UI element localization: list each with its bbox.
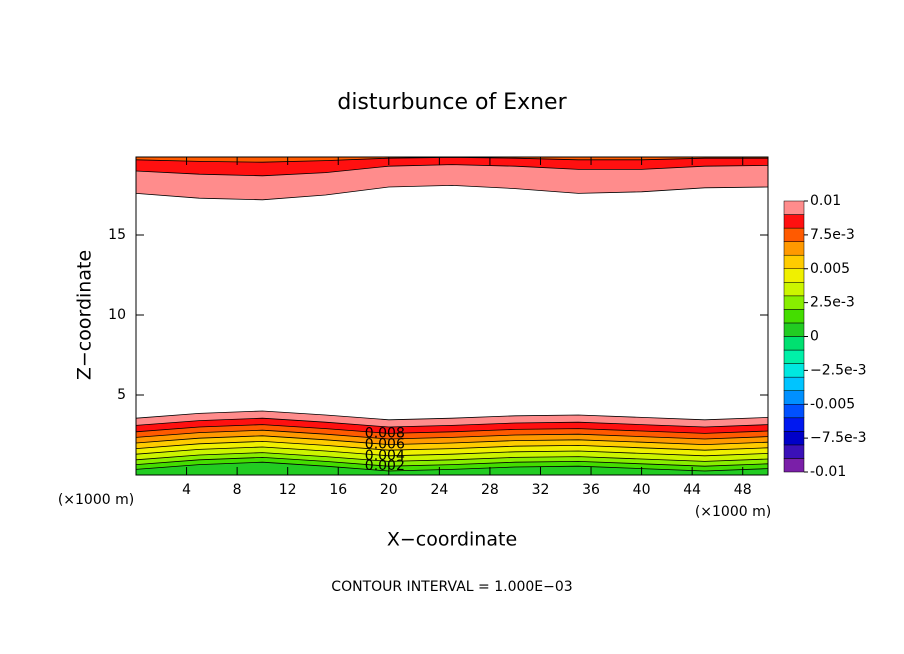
contour-label: 0.008 — [365, 425, 405, 441]
contour-line — [135, 446, 769, 457]
footnote: CONTOUR INTERVAL = 1.000E−03 — [331, 579, 572, 595]
y-tick-label: 5 — [117, 387, 126, 403]
x-tick-label: 36 — [582, 482, 600, 498]
contour-line — [135, 410, 769, 421]
colorbar-swatch — [783, 254, 805, 269]
chart-title: disturbunce of Exner — [337, 90, 567, 115]
colorbar-swatch — [783, 322, 805, 337]
contour-line — [135, 164, 769, 177]
colorbar-swatch — [783, 349, 805, 364]
colorbar-tick-label: −2.5e-3 — [810, 362, 867, 378]
x-axis-label: X−coordinate — [387, 529, 517, 551]
x-tick-label: 8 — [233, 482, 242, 498]
contour-line — [135, 435, 769, 446]
colorbar-swatch — [783, 200, 805, 215]
contour-line — [135, 184, 769, 201]
x-tick-label: 28 — [481, 482, 499, 498]
x-tick-label: 32 — [532, 482, 550, 498]
contour-band — [136, 452, 768, 467]
colorbar-tick-label: -0.01 — [810, 464, 846, 480]
colorbar-tick-label: 0.01 — [810, 193, 841, 209]
contour-label: 0.006 — [365, 437, 405, 453]
unit-label: (×1000 m) — [58, 492, 134, 508]
contour-line — [135, 417, 769, 428]
contour-line — [135, 456, 769, 467]
colorbar-swatch — [783, 390, 805, 405]
contour-line — [135, 424, 769, 434]
contour-band — [136, 164, 768, 200]
colorbar-swatch — [783, 241, 805, 256]
colorbar-swatch — [783, 227, 805, 242]
contour-label: 0.004 — [365, 448, 405, 464]
colorbar-swatch — [783, 376, 805, 391]
contour-line — [135, 440, 769, 451]
y-axis-label: Z−coordinate — [74, 250, 96, 380]
x-tick-label: 44 — [683, 482, 701, 498]
contour-line — [135, 461, 769, 472]
contour-line — [135, 452, 769, 462]
x-tick-label: 40 — [633, 482, 651, 498]
colorbar-swatch — [783, 431, 805, 446]
colorbar-swatch — [783, 268, 805, 283]
colorbar-swatch — [783, 444, 805, 459]
unit-label: (×1000 m) — [695, 504, 771, 520]
colorbar-swatch — [783, 363, 805, 378]
x-tick-label: 48 — [734, 482, 752, 498]
colorbar-swatch — [783, 282, 805, 297]
x-tick-label: 24 — [430, 482, 448, 498]
contour-label: 0.002 — [365, 458, 405, 474]
colorbar-tick-label: 0 — [810, 329, 819, 345]
x-tick-label: 20 — [380, 482, 398, 498]
contour-line — [135, 429, 769, 440]
plot-frame — [135, 156, 769, 476]
colorbar-tick-label: −7.5e-3 — [810, 430, 867, 446]
contour-band — [136, 157, 768, 176]
contour-band — [136, 457, 768, 471]
x-tick-label: 16 — [329, 482, 347, 498]
x-tick-label: 12 — [279, 482, 297, 498]
colorbar-swatch — [783, 214, 805, 229]
y-tick-label: 10 — [108, 307, 126, 323]
colorbar-swatch — [783, 417, 805, 432]
colorbar-swatch — [783, 404, 805, 419]
colorbar-swatch — [783, 458, 805, 473]
colorbar-swatch — [783, 295, 805, 310]
contour-band — [136, 157, 768, 163]
y-tick-label: 15 — [108, 227, 126, 243]
colorbar-swatch — [783, 336, 805, 351]
colorbar-tick-label: 0.005 — [810, 261, 850, 277]
colorbar-tick-label: 7.5e-3 — [810, 227, 855, 243]
colorbar-swatch — [783, 309, 805, 324]
x-tick-label: 4 — [182, 482, 191, 498]
contour-band — [136, 462, 768, 475]
colorbar-tick-label: 2.5e-3 — [810, 295, 855, 311]
colorbar-tick-label: -0.005 — [810, 396, 855, 412]
